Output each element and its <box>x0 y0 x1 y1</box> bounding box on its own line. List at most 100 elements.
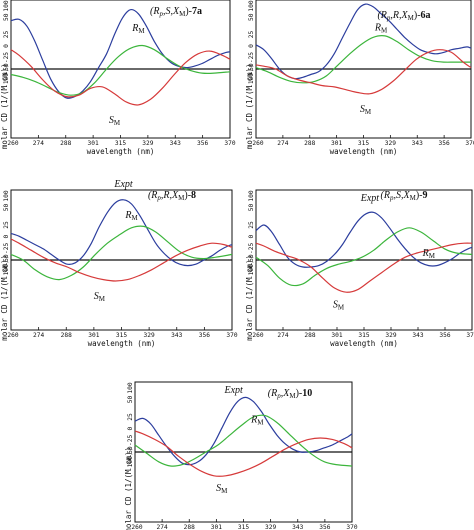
compound-label: (Rp,R,XM)-6a <box>377 10 430 22</box>
x-tick-label: 343 <box>412 332 423 339</box>
y-tick-label: 50 <box>3 13 10 21</box>
x-tick-label: 356 <box>439 332 450 339</box>
compound-label: (Rp,S,XM)-9 <box>381 190 428 202</box>
x-tick-label: 301 <box>88 140 99 147</box>
x-tick-label: 356 <box>439 140 450 147</box>
y-tick-label: 25 <box>248 221 255 229</box>
y-tick-label: 50 <box>248 204 255 212</box>
series-line-rm <box>255 227 473 287</box>
y-tick-label: -25 <box>248 52 255 63</box>
series-label: SM <box>109 115 121 127</box>
x-tick-label: 301 <box>331 140 342 147</box>
x-tick-label: 329 <box>144 332 155 339</box>
x-tick-label: 260 <box>7 332 18 339</box>
series-line-rm <box>255 35 471 84</box>
series-label: SM <box>333 300 345 312</box>
x-tick-label: 288 <box>304 332 315 339</box>
series-line-expt <box>10 8 231 99</box>
y-tick-label: 25 <box>3 31 10 39</box>
x-axis-label: wavelength (nm) <box>330 339 398 348</box>
x-tick-label: 260 <box>252 140 263 147</box>
y-tick-label: 100 <box>248 190 255 201</box>
x-tick-label: 315 <box>116 332 127 339</box>
series-line-sm <box>10 238 233 282</box>
compound-label: (Rp,S,XM)-7a <box>150 6 202 18</box>
y-tick-label: -25 <box>3 52 10 63</box>
x-tick-label: 356 <box>199 332 210 339</box>
x-tick-label: 301 <box>211 524 222 530</box>
series-line-expt <box>10 199 233 267</box>
y-tick-label: 50 <box>127 396 134 404</box>
x-tick-label: 315 <box>358 332 369 339</box>
chart-panel-9: 260 274 288 301 315 329 343 356 370 wavelength (n… <box>245 189 474 348</box>
x-tick-label: 301 <box>88 332 99 339</box>
x-tick-label: 288 <box>184 524 195 530</box>
x-tick-label: 274 <box>157 524 168 530</box>
series-line-sm <box>134 430 353 477</box>
series-label: RM <box>250 415 264 427</box>
y-tick-label: 100 <box>127 382 134 393</box>
y-tick-label: -100 <box>3 264 10 279</box>
chart-panel-6a: 260 274 288 301 315 329 343 356 370 wavelength (n… <box>245 0 474 156</box>
compound-label: (Rp,R,XM)-8 <box>148 190 196 202</box>
y-tick-label: 50 <box>248 13 255 21</box>
x-tick-label: 260 <box>252 332 263 339</box>
series-label: RM <box>131 23 145 35</box>
y-tick-label: -50 <box>248 63 255 74</box>
y-tick-label: -100 <box>127 456 134 471</box>
series-line-sm <box>10 49 231 106</box>
y-axis-label: molar CD (1/(M cm)) <box>245 255 254 341</box>
y-tick-label: 25 <box>248 31 255 39</box>
x-tick-label: 370 <box>466 332 474 339</box>
series-label: Expt <box>113 179 133 190</box>
series-label: SM <box>94 291 106 303</box>
x-tick-label: 315 <box>238 524 249 530</box>
y-tick-label: -50 <box>3 254 10 265</box>
x-tick-label: 274 <box>277 140 288 147</box>
y-tick-label: -50 <box>248 254 255 265</box>
series-line-rm <box>134 414 353 467</box>
y-tick-label: 100 <box>3 190 10 201</box>
x-tick-label: 288 <box>61 332 72 339</box>
x-tick-label: 301 <box>331 332 342 339</box>
x-tick-label: 343 <box>292 524 303 530</box>
series-line-expt <box>255 211 473 268</box>
y-tick-label: 25 <box>127 413 134 421</box>
series-line-sm <box>255 242 473 293</box>
x-tick-label: 370 <box>465 140 474 147</box>
x-tick-label: 370 <box>224 140 235 147</box>
x-tick-label: 329 <box>265 524 276 530</box>
x-tick-label: 356 <box>319 524 330 530</box>
series-line-rm <box>10 44 231 96</box>
x-tick-label: 343 <box>170 140 181 147</box>
y-tick-label: -25 <box>248 243 255 254</box>
series-label: SM <box>360 104 372 116</box>
y-tick-label: 0 <box>127 426 134 430</box>
series-label: RM <box>124 210 138 222</box>
x-tick-label: 329 <box>385 140 396 147</box>
x-axis-label: wavelength (nm) <box>330 147 398 156</box>
x-tick-label: 274 <box>33 140 44 147</box>
y-tick-label: -100 <box>3 73 10 88</box>
series-label: SM <box>216 483 228 495</box>
chart-panel-7a: 260 274 288 301 315 329 343 356 370 wavelength (n… <box>0 0 236 156</box>
series-label: Expt <box>223 385 243 396</box>
x-tick-label: 370 <box>346 524 357 530</box>
x-tick-label: 370 <box>226 332 237 339</box>
x-tick-label: 356 <box>197 140 208 147</box>
y-tick-label: 0 <box>3 234 10 238</box>
y-tick-label: 0 <box>248 44 255 48</box>
y-tick-label: 50 <box>3 204 10 212</box>
y-axis-label: molar CD (1/(M cm)) <box>0 63 9 149</box>
y-tick-label: -100 <box>248 264 255 279</box>
chart-panel-8: 260 274 288 301 315 329 343 356 370 wavelength (n… <box>0 179 238 348</box>
y-tick-label: 0 <box>248 234 255 238</box>
x-tick-label: 343 <box>171 332 182 339</box>
x-tick-label: 288 <box>304 140 315 147</box>
series-label: RM <box>422 248 436 260</box>
y-tick-label: -25 <box>3 243 10 254</box>
x-tick-label: 315 <box>358 140 369 147</box>
y-axis-label: molar CD (1/(M cm)) <box>124 447 133 530</box>
x-axis-label: wavelength (nm) <box>87 147 155 156</box>
